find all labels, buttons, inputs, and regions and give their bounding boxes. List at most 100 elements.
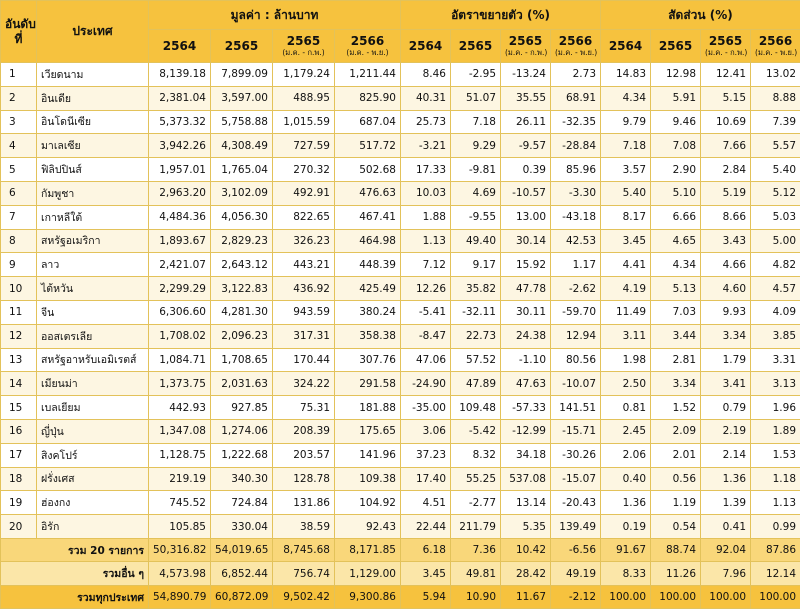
growth-cell: 47.63 xyxy=(501,372,551,396)
value-cell: 4,308.49 xyxy=(211,134,273,158)
value-cell: 2,643.12 xyxy=(211,253,273,277)
share-cell: 5.40 xyxy=(601,181,651,205)
share-cell: 2.01 xyxy=(651,443,701,467)
value-cell: 109.38 xyxy=(335,467,401,491)
period-label: (ม.ค. - พ.ย.) xyxy=(339,48,396,57)
value-cell: 1,015.59 xyxy=(273,110,335,134)
growth-year-header: 2566(ม.ค. - พ.ย.) xyxy=(551,30,601,63)
growth-cell: 1.13 xyxy=(401,229,451,253)
value-cell: 724.84 xyxy=(211,491,273,515)
summary-share-cell: 100.00 xyxy=(701,585,751,609)
growth-cell: -57.33 xyxy=(501,396,551,420)
summary-growth-cell: 49.81 xyxy=(451,562,501,586)
share-cell: 0.99 xyxy=(751,515,800,539)
share-cell: 12.41 xyxy=(701,63,751,87)
share-cell: 3.43 xyxy=(701,229,751,253)
country-cell: ฟิลิปปินส์ xyxy=(37,158,149,182)
value-cell: 8,139.18 xyxy=(149,63,211,87)
summary-growth-cell: 28.42 xyxy=(501,562,551,586)
value-cell: 1,211.44 xyxy=(335,63,401,87)
country-cell: กัมพูชา xyxy=(37,181,149,205)
share-cell: 0.41 xyxy=(701,515,751,539)
value-cell: 3,597.00 xyxy=(211,86,273,110)
growth-cell: 4.51 xyxy=(401,491,451,515)
growth-cell: 7.18 xyxy=(451,110,501,134)
growth-cell: -28.84 xyxy=(551,134,601,158)
share-cell: 4.34 xyxy=(601,86,651,110)
value-cell: 1,222.68 xyxy=(211,443,273,467)
growth-cell: 37.23 xyxy=(401,443,451,467)
value-cell: 2,299.29 xyxy=(149,277,211,301)
share-cell: 13.02 xyxy=(751,63,800,87)
growth-cell: -15.71 xyxy=(551,419,601,443)
value-cell: 467.41 xyxy=(335,205,401,229)
growth-cell: -32.35 xyxy=(551,110,601,134)
summary-value-cell: 4,573.98 xyxy=(149,562,211,586)
growth-cell: 35.82 xyxy=(451,277,501,301)
rank-cell: 7 xyxy=(1,205,37,229)
summary-growth-cell: 6.18 xyxy=(401,538,451,562)
period-label: (ม.ค. - พ.ย.) xyxy=(755,48,796,57)
share-cell: 10.69 xyxy=(701,110,751,134)
share-cell: 3.13 xyxy=(751,372,800,396)
growth-cell: 12.94 xyxy=(551,324,601,348)
year-label: 2564 xyxy=(605,40,646,53)
growth-cell: -20.43 xyxy=(551,491,601,515)
share-cell: 0.81 xyxy=(601,396,651,420)
summary-growth-cell: -2.12 xyxy=(551,585,601,609)
value-cell: 1,893.67 xyxy=(149,229,211,253)
summary-growth-cell: 7.36 xyxy=(451,538,501,562)
growth-cell: -35.00 xyxy=(401,396,451,420)
growth-cell: 8.32 xyxy=(451,443,501,467)
share-cell: 5.10 xyxy=(651,181,701,205)
value-cell: 425.49 xyxy=(335,277,401,301)
share-cell: 7.18 xyxy=(601,134,651,158)
value-cell: 128.78 xyxy=(273,467,335,491)
rank-cell: 2 xyxy=(1,86,37,110)
growth-cell: 47.78 xyxy=(501,277,551,301)
share-cell: 2.84 xyxy=(701,158,751,182)
value-cell: 326.23 xyxy=(273,229,335,253)
growth-cell: 9.17 xyxy=(451,253,501,277)
value-cell: 464.98 xyxy=(335,229,401,253)
growth-cell: 68.91 xyxy=(551,86,601,110)
country-cell: เบลเยียม xyxy=(37,396,149,420)
share-year-header: 2566(ม.ค. - พ.ย.) xyxy=(751,30,800,63)
share-cell: 7.39 xyxy=(751,110,800,134)
growth-cell: 537.08 xyxy=(501,467,551,491)
value-year-header: 2565 xyxy=(211,30,273,63)
value-year-header: 2565(ม.ค. - ก.พ.) xyxy=(273,30,335,63)
share-cell: 0.79 xyxy=(701,396,751,420)
growth-cell: 141.51 xyxy=(551,396,601,420)
value-cell: 517.72 xyxy=(335,134,401,158)
growth-cell: -43.18 xyxy=(551,205,601,229)
rank-cell: 9 xyxy=(1,253,37,277)
growth-group-header: อัตราขยายตัว (%) xyxy=(401,1,601,30)
share-year-header: 2565(ม.ค. - ก.พ.) xyxy=(701,30,751,63)
summary-value-cell: 9,502.42 xyxy=(273,585,335,609)
growth-cell: -30.26 xyxy=(551,443,601,467)
share-cell: 3.85 xyxy=(751,324,800,348)
value-cell: 7,899.09 xyxy=(211,63,273,87)
period-label: (ม.ค. - ก.พ.) xyxy=(277,48,330,57)
summary-share-cell: 100.00 xyxy=(601,585,651,609)
share-cell: 3.41 xyxy=(701,372,751,396)
growth-cell: 25.73 xyxy=(401,110,451,134)
value-cell: 75.31 xyxy=(273,396,335,420)
year-label: 2565 xyxy=(455,40,496,53)
share-cell: 5.57 xyxy=(751,134,800,158)
share-cell: 3.44 xyxy=(651,324,701,348)
summary-growth-cell: 10.42 xyxy=(501,538,551,562)
share-cell: 3.11 xyxy=(601,324,651,348)
share-cell: 11.49 xyxy=(601,300,651,324)
share-cell: 9.93 xyxy=(701,300,751,324)
share-cell: 2.45 xyxy=(601,419,651,443)
